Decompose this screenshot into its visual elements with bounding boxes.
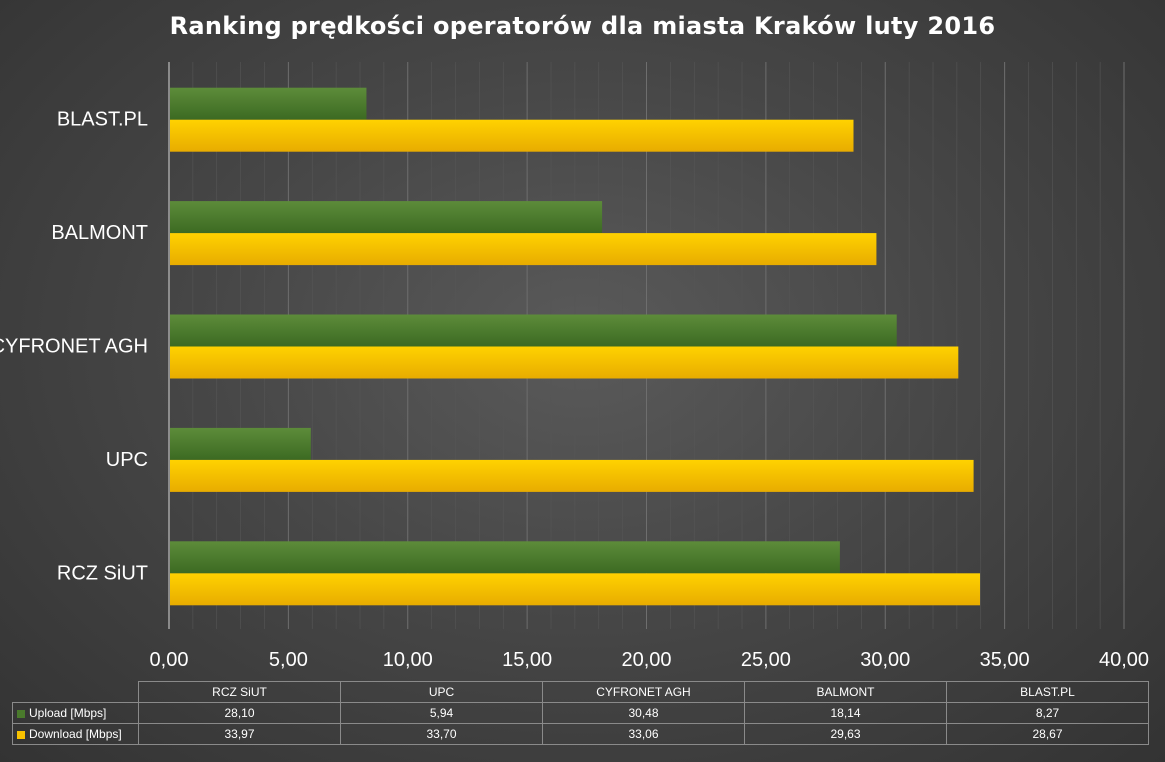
bars [170, 87, 981, 606]
table-cell: 29,63 [744, 723, 947, 745]
table-header-row: RCZ SiUT UPC CYFRONET AGH BALMONT BLAST.… [12, 681, 1149, 703]
table-cell: 33,06 [542, 723, 745, 745]
category-labels: RCZ SiUT UPC CYFRONET AGH BALMONT BLAST.PL [0, 109, 148, 585]
chart-title: Ranking prędkości operatorów dla miasta … [169, 12, 996, 40]
bar-upload-blast-pl [170, 87, 367, 120]
table-row-upload: Upload [Mbps] 28,10 5,94 30,48 18,14 8,2… [12, 702, 1149, 724]
upload-legend-swatch [17, 709, 25, 718]
x-tick-label: 0,00 [150, 649, 189, 671]
table-row-download: Download [Mbps] 33,97 33,70 33,06 29,63 … [12, 723, 1149, 745]
category-label-blast-pl: BLAST.PL [57, 109, 148, 131]
category-label-rcz-siut: RCZ SiUT [57, 562, 148, 584]
x-tick-label: 15,00 [502, 649, 552, 671]
bar-download-cyfronet-agh [170, 346, 959, 379]
table-cell: 33,97 [138, 723, 341, 745]
table-row-label-upload: Upload [Mbps] [12, 702, 139, 724]
bar-upload-rcz-siut [170, 541, 840, 574]
category-label-cyfronet-agh: CYFRONET AGH [0, 336, 148, 358]
table-header-blast-pl: BLAST.PL [946, 681, 1149, 703]
table-cell: 33,70 [340, 723, 543, 745]
bar-upload-balmont [170, 201, 603, 234]
bar-download-upc [170, 459, 974, 492]
x-tick-label: 30,00 [860, 649, 910, 671]
table-header-cyfronet-agh: CYFRONET AGH [542, 681, 745, 703]
x-tick-label: 40,00 [1099, 649, 1149, 671]
x-tick-label: 10,00 [383, 649, 433, 671]
table-cell: 18,14 [744, 702, 947, 724]
table-corner [12, 681, 139, 703]
x-axis-tick-labels: 0,00 5,00 10,00 15,00 20,00 25,00 30,00 35,00 40… [150, 649, 1150, 671]
data-table: RCZ SiUT UPC CYFRONET AGH BALMONT BLAST.… [12, 681, 1149, 745]
table-cell: 28,67 [946, 723, 1149, 745]
bar-download-rcz-siut [170, 573, 981, 606]
table-cell: 8,27 [946, 702, 1149, 724]
table-cell: 5,94 [340, 702, 543, 724]
table-cell: 28,10 [138, 702, 341, 724]
table-row-label-download: Download [Mbps] [12, 723, 139, 745]
table-header-upc: UPC [340, 681, 543, 703]
bar-download-balmont [170, 233, 877, 266]
bar-download-blast-pl [170, 119, 854, 152]
category-label-upc: UPC [106, 449, 148, 471]
download-legend-swatch [17, 730, 25, 739]
x-tick-label: 35,00 [980, 649, 1030, 671]
bar-chart: RCZ SiUT UPC CYFRONET AGH BALMONT BLAST.PL 0… [0, 62, 1150, 671]
bar-upload-upc [170, 427, 311, 460]
x-tick-label: 5,00 [269, 649, 308, 671]
table-header-rcz-siut: RCZ SiUT [138, 681, 341, 703]
bar-upload-cyfronet-agh [170, 314, 897, 347]
x-tick-label: 25,00 [741, 649, 791, 671]
table-header-balmont: BALMONT [744, 681, 947, 703]
x-tick-label: 20,00 [621, 649, 671, 671]
category-label-balmont: BALMONT [51, 222, 148, 244]
table-cell: 30,48 [542, 702, 745, 724]
